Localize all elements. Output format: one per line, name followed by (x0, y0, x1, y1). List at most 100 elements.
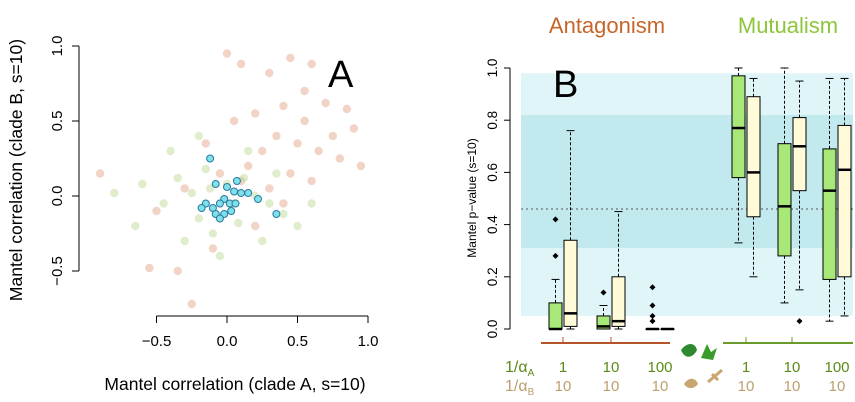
scatter-point (95, 169, 105, 178)
scatter-point (131, 221, 140, 231)
box (548, 302, 563, 330)
scatter-point (205, 184, 215, 193)
scatter-point (138, 179, 147, 189)
scatter-point (300, 86, 309, 96)
alpha-b-label: 10 (738, 378, 755, 395)
outlier (649, 312, 656, 319)
scatter-point (145, 263, 154, 273)
scatter-point (356, 161, 366, 171)
alpha-b-label: 10 (784, 378, 801, 395)
leaf-icon (681, 344, 697, 357)
scatter-point (251, 221, 260, 231)
b-y-tick-label: 0.6 (485, 163, 500, 182)
b-y-tick-label: 0.0 (485, 320, 500, 339)
scatter-point (230, 187, 239, 196)
scatter-point (234, 218, 243, 228)
scatter-point (110, 188, 119, 198)
scatter-point (286, 53, 295, 63)
scatter-point (227, 207, 236, 215)
alpha-a-row-label-main: 1/α (505, 359, 528, 376)
scatter-point (231, 199, 240, 208)
scatter-point (180, 236, 189, 246)
alpha-b-label: 10 (829, 378, 846, 395)
scatter-point (272, 169, 281, 178)
alpha-b-row-label-subscript: B (528, 387, 535, 398)
scatter-point (286, 169, 295, 178)
scatter-point (166, 146, 175, 156)
scatter-point (279, 199, 288, 208)
scatter-point (159, 199, 168, 208)
scatter-point (258, 146, 267, 156)
x-tick-label: 0.0 (217, 333, 238, 350)
scatter-point (215, 199, 224, 208)
b-y-axis-title: Mantel p−value (s=10) (465, 138, 479, 257)
outlier (552, 252, 559, 259)
scatter-point (251, 109, 260, 118)
y-tick-label: 0.5 (49, 111, 66, 132)
scatter-point (201, 139, 210, 148)
scatter-point (152, 206, 161, 216)
alpha-a-label: 1 (742, 359, 750, 376)
box (563, 239, 578, 327)
scatter-point (265, 184, 274, 193)
scatter-point (265, 199, 274, 208)
leaf-icon (701, 344, 717, 360)
panel-b: 0.0 0.2 0.4 0.6 0.8 1.0 Mantel p−value (s=10) 1… (465, 13, 853, 398)
plant-insect-icons (681, 344, 723, 389)
alpha-b-label: 10 (555, 378, 572, 395)
scatter-point (215, 214, 224, 223)
scatter-point (307, 176, 316, 186)
scatter-point (342, 104, 352, 114)
b-y-tick-label: 1.0 (485, 59, 500, 78)
alpha-a-row-label-subscript: A (528, 368, 535, 379)
scatter-point (307, 199, 316, 208)
box (822, 148, 837, 280)
box (792, 117, 807, 192)
scatter-point (307, 59, 316, 69)
scatter-point (239, 173, 249, 183)
mutualism-title: Mutualism (738, 13, 838, 38)
panel-label-a: A (328, 54, 354, 96)
scatter-point (254, 195, 262, 203)
outlier (552, 216, 559, 223)
alpha-b-row-label: 1/αB (505, 378, 535, 398)
alpha-a-label: 1 (559, 359, 567, 376)
panel-label-b: B (553, 64, 578, 106)
b-y-tick-label: 0.8 (485, 111, 500, 130)
box (731, 75, 746, 179)
alpha-a-label: 100 (647, 359, 672, 376)
scatter-point (244, 161, 253, 171)
scatter-point (314, 146, 323, 156)
scatter-point (197, 204, 206, 212)
scatter-point (215, 169, 225, 178)
scatter-point (206, 154, 215, 163)
antagonism-title: Antagonism (549, 13, 665, 38)
y-tick-label: 1.0 (49, 36, 66, 57)
scatter-point (349, 124, 359, 133)
scatter-point (300, 116, 309, 126)
scatter-point (328, 131, 337, 141)
scatter-point (272, 210, 281, 218)
scatter-point (222, 49, 232, 58)
scatter-series-0 (95, 49, 366, 309)
alpha-b-label: 10 (603, 378, 620, 395)
scatter-point (237, 189, 246, 197)
y-tick-label: −0.5 (49, 256, 66, 286)
outlier (649, 302, 656, 309)
x-tick-label: −0.5 (142, 333, 172, 350)
scatter-point (236, 59, 246, 69)
scatter-point (272, 131, 281, 141)
scatter-point (293, 221, 302, 231)
scatter-point (194, 214, 203, 223)
alpha-b-label: 10 (652, 378, 669, 395)
scatter-point (194, 131, 203, 141)
outlier (796, 318, 803, 325)
scatter-point (187, 299, 196, 309)
box-group-3: 110 (731, 67, 761, 395)
outlier (649, 284, 656, 291)
insect-icon (684, 378, 698, 389)
